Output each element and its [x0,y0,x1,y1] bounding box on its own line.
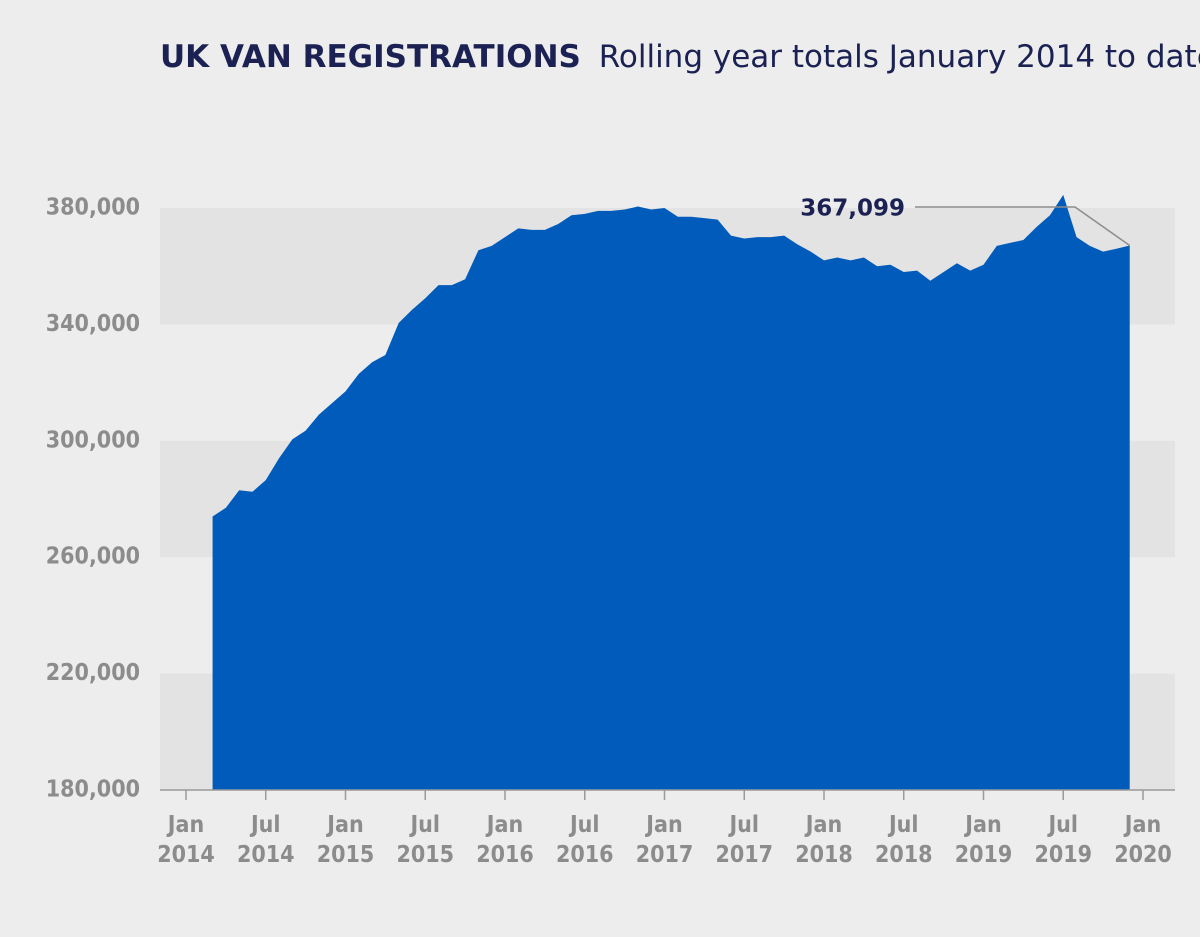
x-tick-label: Jul 2017 [715,812,773,868]
x-tick-label-line: 2020 [1114,842,1172,868]
x-tick-label-line: 2018 [795,842,853,868]
x-tick-label: Jan 2020 [1114,812,1172,868]
chart-subtitle: Rolling year totals January 2014 to date [599,39,1200,75]
x-tick-label: Jan 2016 [476,812,534,868]
y-tick-label: 340,000 [46,311,140,337]
x-tick-label-line: Jan [963,812,1001,838]
annotation-leader [915,206,1131,247]
x-tick-label-line: Jul [727,812,759,838]
x-tick-label: Jan 2018 [795,812,853,868]
x-tick-label-line: 2015 [396,842,454,868]
x-tick-label-line: Jan [644,812,682,838]
y-tick-label: 380,000 [46,195,140,221]
x-tick-label: Jul 2015 [396,812,454,868]
x-tick-label-line: 2018 [875,842,933,868]
x-tick-label-line: Jul [408,812,440,838]
x-tick-label-line: 2016 [476,842,534,868]
x-tick-label: Jul 2016 [556,812,614,868]
x-tick-label-line: 2016 [556,842,614,868]
area [212,194,1130,790]
x-tick-label: Jan 2014 [157,812,215,868]
x-tick-label-line: 2014 [157,842,215,868]
x-tick-label-line: 2019 [955,842,1013,868]
chart-heading: UK VAN REGISTRATIONS Rolling year totals… [160,39,1200,75]
x-tick-label-line: 2019 [1034,842,1092,868]
x-tick-label-line: Jul [249,812,281,838]
x-tick-label-line: 2017 [715,842,773,868]
x-tick-label: Jan 2017 [636,812,694,868]
x-tick-label-line: 2014 [237,842,295,868]
x-tick-label-line: Jan [166,812,204,838]
x-tick-label-line: Jan [804,812,842,838]
x-tick-label-line: Jan [1123,812,1161,838]
y-tick-label: 220,000 [46,660,140,686]
x-tick-label-line: Jan [325,812,363,838]
x-tick-label: Jan 2015 [317,812,375,868]
x-tick-label-line: Jan [485,812,523,838]
x-tick-label-line: 2017 [636,842,694,868]
x-tick-label-line: Jul [1046,812,1078,838]
x-tick-label: Jul 2018 [875,812,933,868]
x-tick-label-line: 2015 [317,842,375,868]
chart-title: UK VAN REGISTRATIONS [160,39,581,75]
y-tick-label: 300,000 [46,427,140,453]
x-tick-label: Jul 2014 [237,812,295,868]
x-tick-label: Jul 2019 [1034,812,1092,868]
y-tick-label: 260,000 [46,544,140,570]
x-tick-label: Jan 2019 [955,812,1013,868]
annotation: 367,099 [800,196,905,222]
x-tick-label-line: Jul [887,812,919,838]
x-tick-label-line: Jul [568,812,600,838]
y-tick-label: 180,000 [46,777,140,803]
